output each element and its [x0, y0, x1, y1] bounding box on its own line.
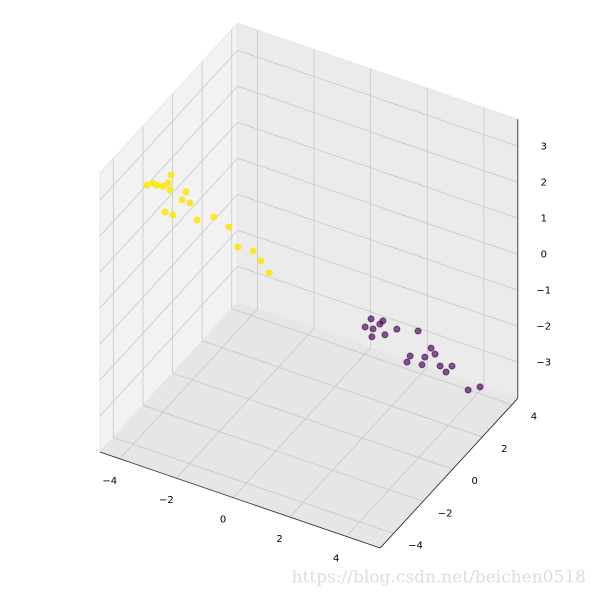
- point: [143, 181, 151, 189]
- point: [476, 383, 484, 391]
- x-tick-label: 2: [276, 534, 282, 545]
- grid-line: [99, 49, 238, 201]
- point: [166, 186, 174, 194]
- point: [442, 368, 450, 376]
- z-tick-label: 2: [541, 177, 547, 188]
- grid-line: [345, 386, 485, 537]
- z-tick-label: −2: [536, 321, 551, 332]
- grid-line: [172, 372, 453, 470]
- point: [421, 353, 429, 361]
- watermark: https://blog.csdn.net/beichen0518: [292, 568, 586, 588]
- point: [225, 223, 233, 231]
- point: [210, 213, 218, 221]
- grid-line: [119, 308, 258, 460]
- y-tick-label: 4: [531, 412, 537, 423]
- point: [414, 327, 422, 335]
- z-tick-label: −3: [536, 357, 551, 368]
- point: [431, 350, 439, 358]
- z-tick-label: 0: [541, 249, 547, 260]
- y-tick-label: 2: [501, 444, 507, 455]
- point: [193, 216, 201, 224]
- point: [169, 211, 177, 219]
- grid-line: [237, 193, 518, 291]
- point: [178, 196, 186, 204]
- grid-line: [99, 85, 238, 237]
- point: [369, 325, 377, 333]
- grid-line: [99, 229, 238, 381]
- grid-line: [237, 85, 518, 183]
- y-tick-label: −2: [438, 508, 453, 519]
- point: [436, 362, 444, 370]
- point: [393, 325, 401, 333]
- grid-line: [289, 366, 428, 518]
- grid-line: [232, 347, 371, 498]
- grid-line: [113, 437, 394, 534]
- point: [234, 243, 242, 251]
- grid-line: [237, 49, 518, 147]
- point: [376, 320, 384, 328]
- grid-line: [237, 229, 518, 327]
- grid-line: [99, 265, 238, 417]
- point: [427, 344, 435, 352]
- grid-line: [237, 157, 518, 255]
- point: [403, 358, 411, 366]
- z-tick-label: 3: [541, 141, 547, 152]
- point: [153, 181, 161, 189]
- z-tick-label: 1: [541, 213, 547, 224]
- point: [448, 362, 456, 370]
- grid-line: [201, 340, 483, 438]
- point: [161, 208, 169, 216]
- x-tick-label: 0: [220, 515, 226, 526]
- x-tick-label: −4: [102, 476, 117, 487]
- grid-line: [142, 404, 424, 502]
- point: [182, 188, 190, 196]
- z-tick-label: −1: [536, 285, 551, 296]
- point: [265, 269, 273, 277]
- point: [159, 182, 167, 190]
- y-tick-label: 0: [472, 476, 478, 487]
- grid-line: [99, 121, 238, 273]
- y-axis: [379, 398, 519, 549]
- grid-line: [237, 265, 518, 363]
- x-tick-label: −2: [159, 495, 174, 506]
- point: [257, 257, 265, 265]
- point: [367, 315, 375, 323]
- x-axis: [99, 451, 381, 549]
- point: [186, 199, 194, 207]
- y-tick-label: −4: [408, 541, 423, 552]
- point: [464, 386, 472, 394]
- grid-line: [237, 121, 518, 219]
- point: [368, 333, 376, 341]
- point: [406, 352, 414, 360]
- x-tick-label: 4: [333, 553, 339, 564]
- point: [381, 331, 389, 339]
- point: [418, 361, 426, 369]
- point: [361, 323, 369, 331]
- point: [249, 247, 257, 255]
- point: [167, 171, 175, 179]
- grid-line: [176, 328, 315, 479]
- grid-line: [99, 157, 238, 309]
- point: [164, 179, 172, 187]
